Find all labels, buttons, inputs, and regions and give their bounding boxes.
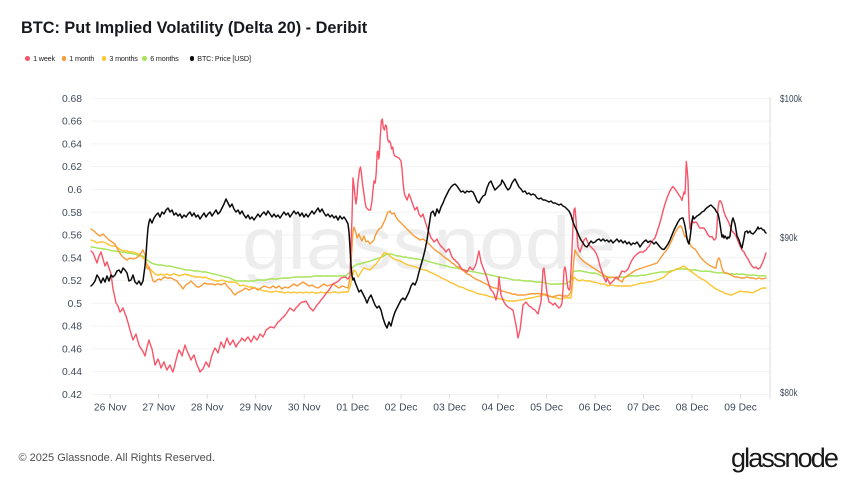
svg-text:09 Dec: 09 Dec <box>724 403 757 414</box>
svg-text:0.56: 0.56 <box>62 231 82 242</box>
svg-text:27 Nov: 27 Nov <box>142 403 175 414</box>
svg-text:0.66: 0.66 <box>62 117 82 128</box>
svg-text:0.52: 0.52 <box>62 276 82 287</box>
svg-text:0.5: 0.5 <box>68 299 83 310</box>
svg-text:0.48: 0.48 <box>62 322 82 333</box>
svg-text:30 Nov: 30 Nov <box>288 403 321 414</box>
svg-text:$100k: $100k <box>780 94 803 105</box>
svg-text:0.46: 0.46 <box>62 344 82 355</box>
svg-text:26 Nov: 26 Nov <box>94 403 127 414</box>
svg-text:0.54: 0.54 <box>62 253 82 264</box>
svg-text:$90k: $90k <box>780 233 798 244</box>
svg-text:0.68: 0.68 <box>62 94 82 105</box>
svg-text:0.44: 0.44 <box>62 367 82 378</box>
svg-text:0.58: 0.58 <box>62 208 82 219</box>
svg-text:01 Dec: 01 Dec <box>336 403 369 414</box>
svg-text:0.64: 0.64 <box>62 140 82 151</box>
svg-text:28 Nov: 28 Nov <box>191 403 224 414</box>
svg-text:02 Dec: 02 Dec <box>385 403 418 414</box>
svg-text:07 Dec: 07 Dec <box>627 403 660 414</box>
svg-text:08 Dec: 08 Dec <box>676 403 709 414</box>
svg-text:06 Dec: 06 Dec <box>579 403 612 414</box>
svg-text:0.42: 0.42 <box>62 390 82 401</box>
svg-text:0.6: 0.6 <box>68 185 83 196</box>
svg-text:04 Dec: 04 Dec <box>482 403 515 414</box>
svg-text:03 Dec: 03 Dec <box>433 403 466 414</box>
svg-text:29 Nov: 29 Nov <box>239 403 272 414</box>
svg-text:$80k: $80k <box>780 388 798 399</box>
svg-text:05 Dec: 05 Dec <box>530 403 563 414</box>
svg-text:0.62: 0.62 <box>62 162 82 173</box>
